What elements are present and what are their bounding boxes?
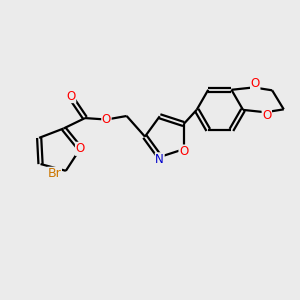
Text: Br: Br [48,167,62,180]
Text: O: O [250,77,260,90]
Text: N: N [155,153,164,166]
Text: O: O [76,142,85,155]
Text: O: O [102,113,111,126]
Text: O: O [66,90,76,103]
Text: O: O [179,145,188,158]
Text: O: O [262,109,272,122]
